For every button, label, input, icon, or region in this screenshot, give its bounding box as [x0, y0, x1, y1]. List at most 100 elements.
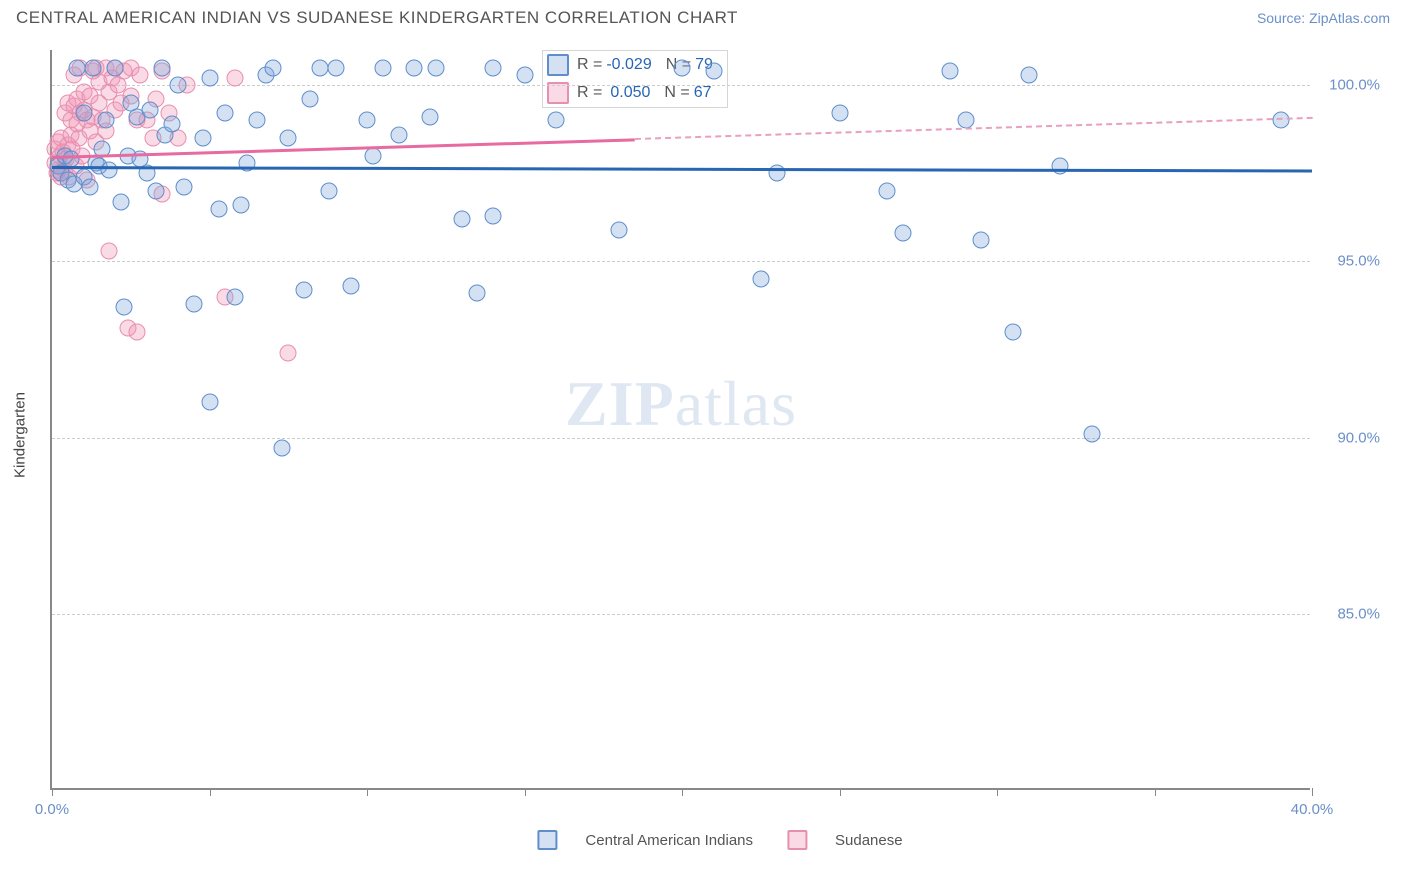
data-point — [327, 59, 344, 76]
data-point — [894, 225, 911, 242]
x-tick-label: 40.0% — [1291, 801, 1334, 818]
data-point — [201, 70, 218, 87]
data-point — [365, 147, 382, 164]
data-point — [100, 161, 117, 178]
data-point — [311, 59, 328, 76]
x-tick-mark — [52, 788, 53, 796]
x-tick-mark — [1155, 788, 1156, 796]
trend-line — [52, 138, 635, 158]
data-point — [217, 105, 234, 122]
data-point — [422, 108, 439, 125]
data-point — [233, 197, 250, 214]
data-point — [957, 112, 974, 129]
data-point — [195, 130, 212, 147]
watermark: ZIPatlas — [565, 367, 797, 441]
data-point — [226, 288, 243, 305]
y-tick-label: 85.0% — [1337, 605, 1380, 622]
data-point — [878, 182, 895, 199]
data-point — [132, 66, 149, 83]
data-point — [548, 112, 565, 129]
data-point — [273, 440, 290, 457]
plot-region: ZIPatlas R = -0.029 N = 79 R = 0.050 N =… — [50, 50, 1310, 790]
data-point — [359, 112, 376, 129]
data-point — [1020, 66, 1037, 83]
data-point — [1272, 112, 1289, 129]
x-tick-mark — [682, 788, 683, 796]
data-point — [374, 59, 391, 76]
stats-box: R = -0.029 N = 79 R = 0.050 N = 67 — [542, 50, 728, 108]
data-point — [210, 200, 227, 217]
x-tick-mark — [367, 788, 368, 796]
data-point — [141, 101, 158, 118]
data-point — [752, 271, 769, 288]
data-point — [941, 63, 958, 80]
y-tick-label: 90.0% — [1337, 429, 1380, 446]
data-point — [453, 211, 470, 228]
data-point — [201, 394, 218, 411]
data-point — [81, 179, 98, 196]
data-point — [1083, 426, 1100, 443]
swatch-a-icon — [547, 54, 569, 76]
data-point — [264, 59, 281, 76]
x-tick-label: 0.0% — [35, 801, 69, 818]
data-point — [147, 182, 164, 199]
gridline-h — [52, 614, 1310, 615]
watermark-atlas: atlas — [675, 368, 797, 439]
y-axis-label: Kindergarten — [12, 392, 29, 478]
data-point — [75, 105, 92, 122]
x-tick-mark — [997, 788, 998, 796]
data-point — [280, 130, 297, 147]
gridline-h — [52, 85, 1310, 86]
data-point — [84, 59, 101, 76]
data-point — [485, 207, 502, 224]
data-point — [428, 59, 445, 76]
legend-label-b: Sudanese — [835, 832, 903, 849]
data-point — [107, 59, 124, 76]
data-point — [69, 59, 86, 76]
stats-row-b: R = 0.050 N = 67 — [543, 79, 727, 107]
legend-swatch-a-icon — [537, 830, 557, 850]
data-point — [100, 242, 117, 259]
chart-header: CENTRAL AMERICAN INDIAN VS SUDANESE KIND… — [0, 0, 1406, 32]
data-point — [185, 295, 202, 312]
data-point — [97, 112, 114, 129]
data-point — [248, 112, 265, 129]
stats-row-a: R = -0.029 N = 79 — [543, 51, 727, 79]
y-tick-label: 95.0% — [1337, 253, 1380, 270]
data-point — [296, 281, 313, 298]
watermark-zip: ZIP — [565, 368, 675, 439]
data-point — [129, 323, 146, 340]
data-point — [406, 59, 423, 76]
legend: Central American Indians Sudanese — [537, 830, 902, 850]
data-point — [280, 345, 297, 362]
data-point — [302, 91, 319, 108]
data-point — [1004, 323, 1021, 340]
x-tick-mark — [210, 788, 211, 796]
data-point — [1052, 158, 1069, 175]
data-point — [113, 193, 130, 210]
data-point — [154, 59, 171, 76]
r-value-a: -0.029 — [606, 53, 651, 77]
data-point — [163, 116, 180, 133]
x-tick-mark — [525, 788, 526, 796]
data-point — [176, 179, 193, 196]
chart-source: Source: ZipAtlas.com — [1257, 10, 1390, 26]
x-tick-mark — [1312, 788, 1313, 796]
y-tick-label: 100.0% — [1329, 77, 1380, 94]
data-point — [321, 182, 338, 199]
x-tick-mark — [840, 788, 841, 796]
data-point — [343, 278, 360, 295]
gridline-h — [52, 261, 1310, 262]
data-point — [170, 77, 187, 94]
data-point — [226, 70, 243, 87]
chart-area: Kindergarten ZIPatlas R = -0.029 N = 79 … — [50, 50, 1390, 820]
data-point — [705, 63, 722, 80]
legend-swatch-b-icon — [787, 830, 807, 850]
legend-label-a: Central American Indians — [585, 832, 753, 849]
data-point — [831, 105, 848, 122]
r-label: R = — [577, 53, 602, 77]
data-point — [116, 299, 133, 316]
data-point — [516, 66, 533, 83]
data-point — [611, 221, 628, 238]
chart-title: CENTRAL AMERICAN INDIAN VS SUDANESE KIND… — [16, 8, 738, 28]
